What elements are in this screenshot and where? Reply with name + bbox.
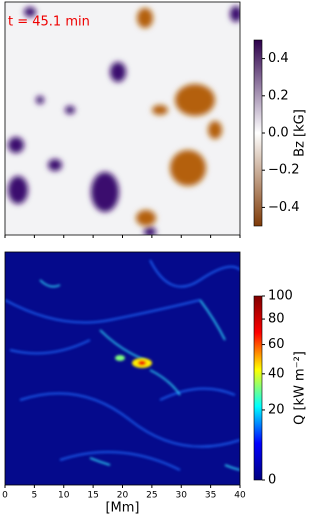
colorbar-tick-label: 20 <box>268 402 285 417</box>
colorbar-tick-label: 0 <box>268 473 276 488</box>
bz-image <box>5 2 240 235</box>
colorbar <box>253 295 263 481</box>
colorbar-tick-label: 40 <box>268 366 285 381</box>
colorbar <box>253 39 263 227</box>
x-tick-label: 10 <box>58 491 70 501</box>
x-tick-label: 20 <box>117 491 129 501</box>
colorbar-label: Bz [kG] <box>293 109 308 157</box>
x-tick-label: 5 <box>32 491 38 501</box>
x-tick-label: 35 <box>205 491 216 501</box>
colorbar-tick-label: −0.4 <box>268 200 300 215</box>
x-tick-label: 15 <box>87 491 98 501</box>
colorbar-tick-label: 60 <box>268 337 285 352</box>
colorbar-tick-label: 0.4 <box>268 51 289 66</box>
colorbar-tick-label: 80 <box>268 312 285 327</box>
colorbar-tick-label: 0.0 <box>268 126 289 141</box>
colorbar-tick-label: 0.2 <box>268 88 289 103</box>
x-tick-label: 0 <box>2 491 8 501</box>
x-axis-label: [Mm] <box>105 501 139 516</box>
x-tick-label: 40 <box>234 491 246 501</box>
annotation: t = 45.1 min <box>8 15 90 30</box>
colorbar-tick-label: 100 <box>268 289 293 304</box>
figure: t = 45.1 min 0.4 0.2 0.0 −0.2 −0.4 Bz [kG] 0 20… <box>2 1 308 516</box>
colorbar-tick-label: −0.2 <box>268 163 300 178</box>
q-image <box>5 252 240 485</box>
x-tick-label: 30 <box>176 491 188 501</box>
x-tick-label: 25 <box>146 491 157 501</box>
colorbar-label: Q [kW m⁻²] <box>293 351 308 425</box>
